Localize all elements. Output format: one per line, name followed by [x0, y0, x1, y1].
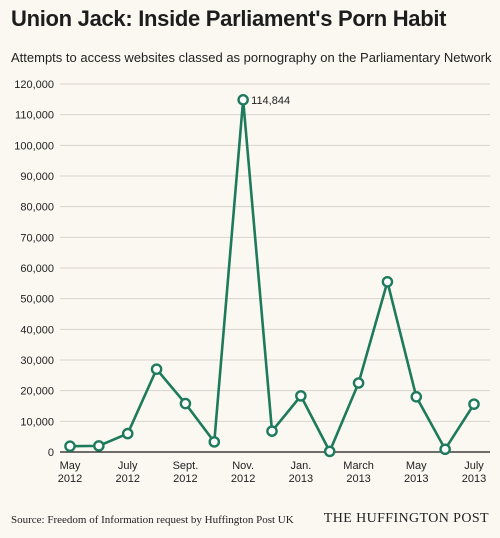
- x-tick-label: Jan. 2013: [289, 460, 313, 485]
- y-tick-label: 80,000: [20, 202, 54, 214]
- data-point: [295, 390, 307, 402]
- x-axis-ticks: May 2012 July 2012 Sept. 2012 Nov. 2012 Jan. 2013…: [58, 460, 486, 485]
- y-tick-label: 10,000: [20, 416, 54, 428]
- data-point: [410, 390, 423, 403]
- source-note: Source: Freedom of Information request b…: [11, 514, 294, 526]
- y-tick-label: 40,000: [20, 324, 54, 336]
- data-point: [93, 440, 105, 452]
- y-tick-label: 50,000: [20, 294, 54, 306]
- data-labels: 114,844: [251, 95, 290, 107]
- data-point: [381, 275, 394, 288]
- y-tick-label: 70,000: [20, 232, 54, 244]
- data-point: [237, 94, 249, 106]
- chart-title: Union Jack: Inside Parliament's Porn Hab…: [11, 6, 447, 31]
- chart-subtitle: Attempts to access websites classed as p…: [11, 50, 492, 65]
- x-tick-label: July 2013: [462, 460, 486, 485]
- y-tick-label: 100,000: [14, 140, 54, 152]
- x-tick-label: March 2013: [343, 460, 374, 485]
- y-tick-label: 0: [48, 447, 54, 459]
- x-tick-label: July 2012: [115, 460, 139, 485]
- data-point: [266, 425, 278, 437]
- data-point: [150, 363, 163, 376]
- data-point: [439, 443, 451, 456]
- y-tick-label: 30,000: [20, 355, 54, 367]
- x-tick-label: May 2013: [404, 460, 428, 485]
- data-point: [64, 440, 76, 452]
- y-tick-label: 120,000: [14, 79, 54, 91]
- y-axis-ticks: 0 10,000 20,000 30,000 40,000 50,000 60,000 70,…: [14, 79, 54, 459]
- data-point: [121, 427, 134, 440]
- publisher-logo: THE HUFFINGTON POST: [323, 511, 489, 526]
- y-tick-label: 20,000: [20, 386, 54, 398]
- y-tick-label: 110,000: [15, 110, 54, 122]
- data-point: [352, 377, 365, 389]
- x-tick-label: Nov. 2012: [231, 460, 255, 485]
- x-tick-label: May 2012: [58, 460, 82, 485]
- y-tick-label: 60,000: [20, 263, 54, 275]
- data-point: [208, 436, 221, 448]
- series-layer: [64, 94, 480, 458]
- peak-value-label: 114,844: [251, 95, 290, 107]
- x-tick-label: Sept. 2012: [173, 460, 199, 485]
- data-point: [179, 397, 192, 410]
- gridlines: [60, 83, 490, 422]
- line-chart: 0 10,000 20,000 30,000 40,000 50,000 60,000 70,…: [14, 79, 490, 485]
- data-point: [323, 445, 336, 458]
- data-point: [468, 398, 480, 410]
- y-tick-label: 90,000: [20, 171, 54, 183]
